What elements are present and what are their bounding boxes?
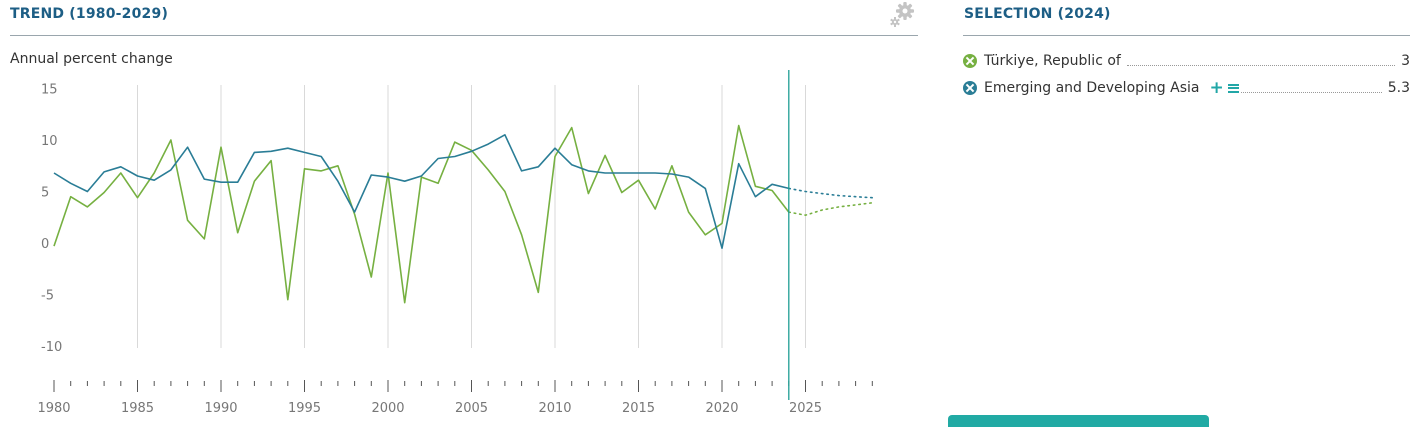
country-name: Türkiye, Republic of xyxy=(984,53,1121,69)
y-tick-label: 0 xyxy=(41,237,49,252)
x-tick-label: 1990 xyxy=(204,401,237,416)
selection-row-emerging-asia[interactable]: Emerging and Developing Asia + 5.3 xyxy=(963,78,1410,98)
y-tick-label: -10 xyxy=(41,340,62,355)
selection-title-divider xyxy=(963,35,1410,36)
selection-panel-title: SELECTION (2024) xyxy=(964,6,1111,22)
x-tick-label: 1995 xyxy=(288,401,321,416)
series-forecast-line xyxy=(787,187,874,199)
series-line xyxy=(53,134,789,249)
x-tick-label: 2020 xyxy=(705,401,738,416)
remove-x-icon[interactable] xyxy=(963,54,977,68)
country-value: 3 xyxy=(1401,53,1410,69)
group-actions: + xyxy=(1209,78,1239,98)
dotted-leader xyxy=(1126,56,1396,66)
y-tick-label: 15 xyxy=(41,83,58,98)
group-value: 5.3 xyxy=(1387,80,1410,96)
x-tick-label: 2000 xyxy=(371,401,404,416)
plus-icon[interactable]: + xyxy=(1209,78,1224,98)
trend-title-divider xyxy=(10,35,918,36)
dotted-leader xyxy=(1240,83,1382,93)
group-name: Emerging and Developing Asia xyxy=(984,80,1200,96)
x-tick-label: 1980 xyxy=(37,401,70,416)
y-tick-label: -5 xyxy=(41,289,54,304)
trend-line-chart[interactable]: 15 10 5 0 -5 -10 1980 1985 1990 1995 2000 2005 2010 2… xyxy=(0,70,930,422)
y-tick-label: 5 xyxy=(41,186,49,201)
y-tick-label: 10 xyxy=(41,134,58,149)
list-icon[interactable] xyxy=(1227,83,1239,93)
x-tick-label: 2010 xyxy=(538,401,571,416)
y-axis-unit-label: Annual percent change xyxy=(10,51,173,67)
series-forecast-line xyxy=(787,202,874,217)
x-tick-label: 2005 xyxy=(455,401,488,416)
remove-x-icon[interactable] xyxy=(963,81,977,95)
teal-action-button[interactable] xyxy=(948,415,1209,427)
x-tick-label: 2015 xyxy=(622,401,655,416)
settings-gear-icon[interactable] xyxy=(888,0,918,34)
trend-panel-title: TREND (1980-2029) xyxy=(10,6,169,22)
selection-row-turkiye[interactable]: Türkiye, Republic of 3 xyxy=(963,51,1410,71)
x-tick-label: 2025 xyxy=(789,401,822,416)
series-line xyxy=(53,124,790,304)
x-tick-label: 1985 xyxy=(121,401,154,416)
